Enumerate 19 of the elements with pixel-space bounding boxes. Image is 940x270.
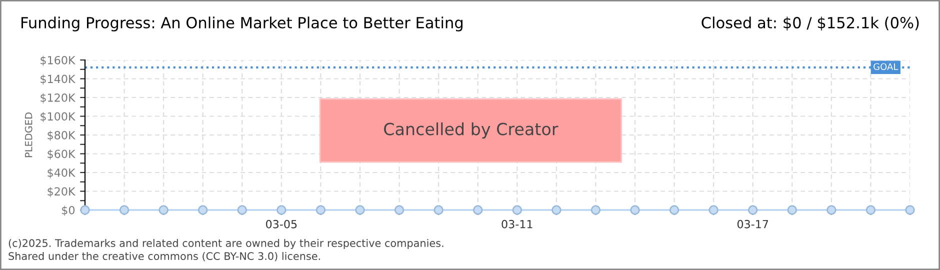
y-tick-label: $40K <box>48 168 76 178</box>
y-tick-label: $0 <box>62 206 75 216</box>
y-axis-title: PLEDGED <box>24 112 32 158</box>
y-tick-label: $60K <box>48 150 76 160</box>
y-tick-label: $140K <box>40 74 76 85</box>
y-tick-label: $120K <box>40 93 76 104</box>
x-tick-label: 03-11 <box>502 220 532 228</box>
chart-title: Funding Progress: An Online Market Place to Better Eating <box>22 16 462 32</box>
y-tick-label: $20K <box>48 187 76 198</box>
y-tick-label: $80K <box>48 130 76 141</box>
x-tick-label: 03-17 <box>737 220 768 228</box>
annotation: Cancelled by Creator <box>384 122 558 139</box>
y-tick-label: $160K <box>40 56 76 66</box>
ref-line-label: GOAL <box>874 63 898 70</box>
y-tick-label: $100K <box>40 112 76 122</box>
chart-subtitle: Closed at: $0 / $152.1k (0%) <box>702 16 919 30</box>
x-tick-label: 03-05 <box>266 220 297 228</box>
text: (c)2025. Trademarks and related content are owned by their respective companies. <box>8 238 444 250</box>
text: Shared under the creative commons (CC BY-NC 3.0) license. <box>8 252 320 262</box>
